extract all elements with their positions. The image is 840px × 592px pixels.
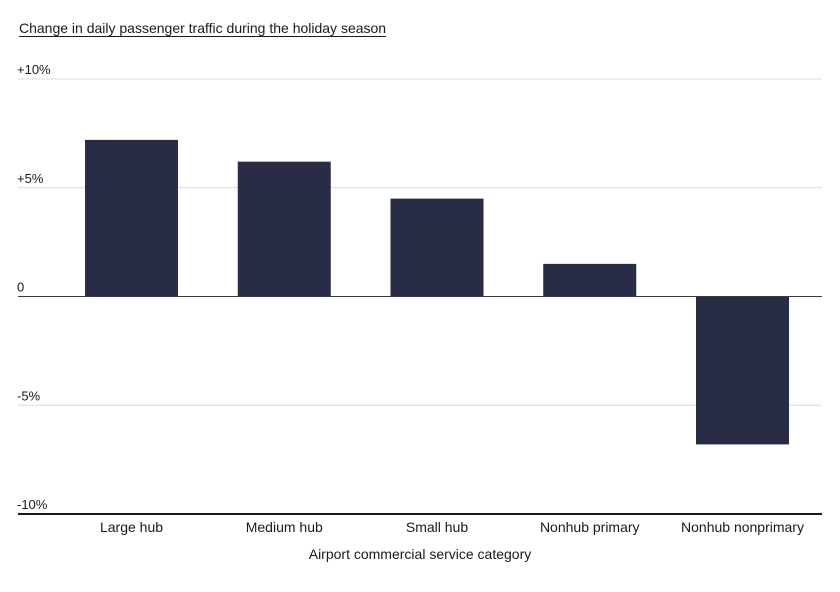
bar bbox=[543, 263, 637, 297]
bar bbox=[237, 161, 331, 297]
x-tick-label: Nonhub primary bbox=[540, 519, 640, 535]
y-tick-label: -10% bbox=[17, 497, 48, 512]
chart-title: Change in daily passenger traffic during… bbox=[19, 20, 387, 36]
x-tick-label: Small hub bbox=[406, 519, 468, 535]
y-tick-label: 0 bbox=[17, 280, 24, 295]
x-axis-title: Airport commercial service category bbox=[309, 546, 532, 562]
x-tick-label: Large hub bbox=[100, 519, 163, 535]
y-tick-label: +5% bbox=[17, 171, 44, 186]
bar bbox=[696, 296, 789, 445]
x-tick-label: Medium hub bbox=[246, 519, 323, 535]
x-tick-label: Nonhub nonprimary bbox=[681, 519, 804, 535]
y-tick-label: +10% bbox=[17, 62, 51, 77]
bar bbox=[390, 198, 484, 297]
y-tick-label: -5% bbox=[17, 388, 41, 403]
bar bbox=[85, 139, 178, 297]
